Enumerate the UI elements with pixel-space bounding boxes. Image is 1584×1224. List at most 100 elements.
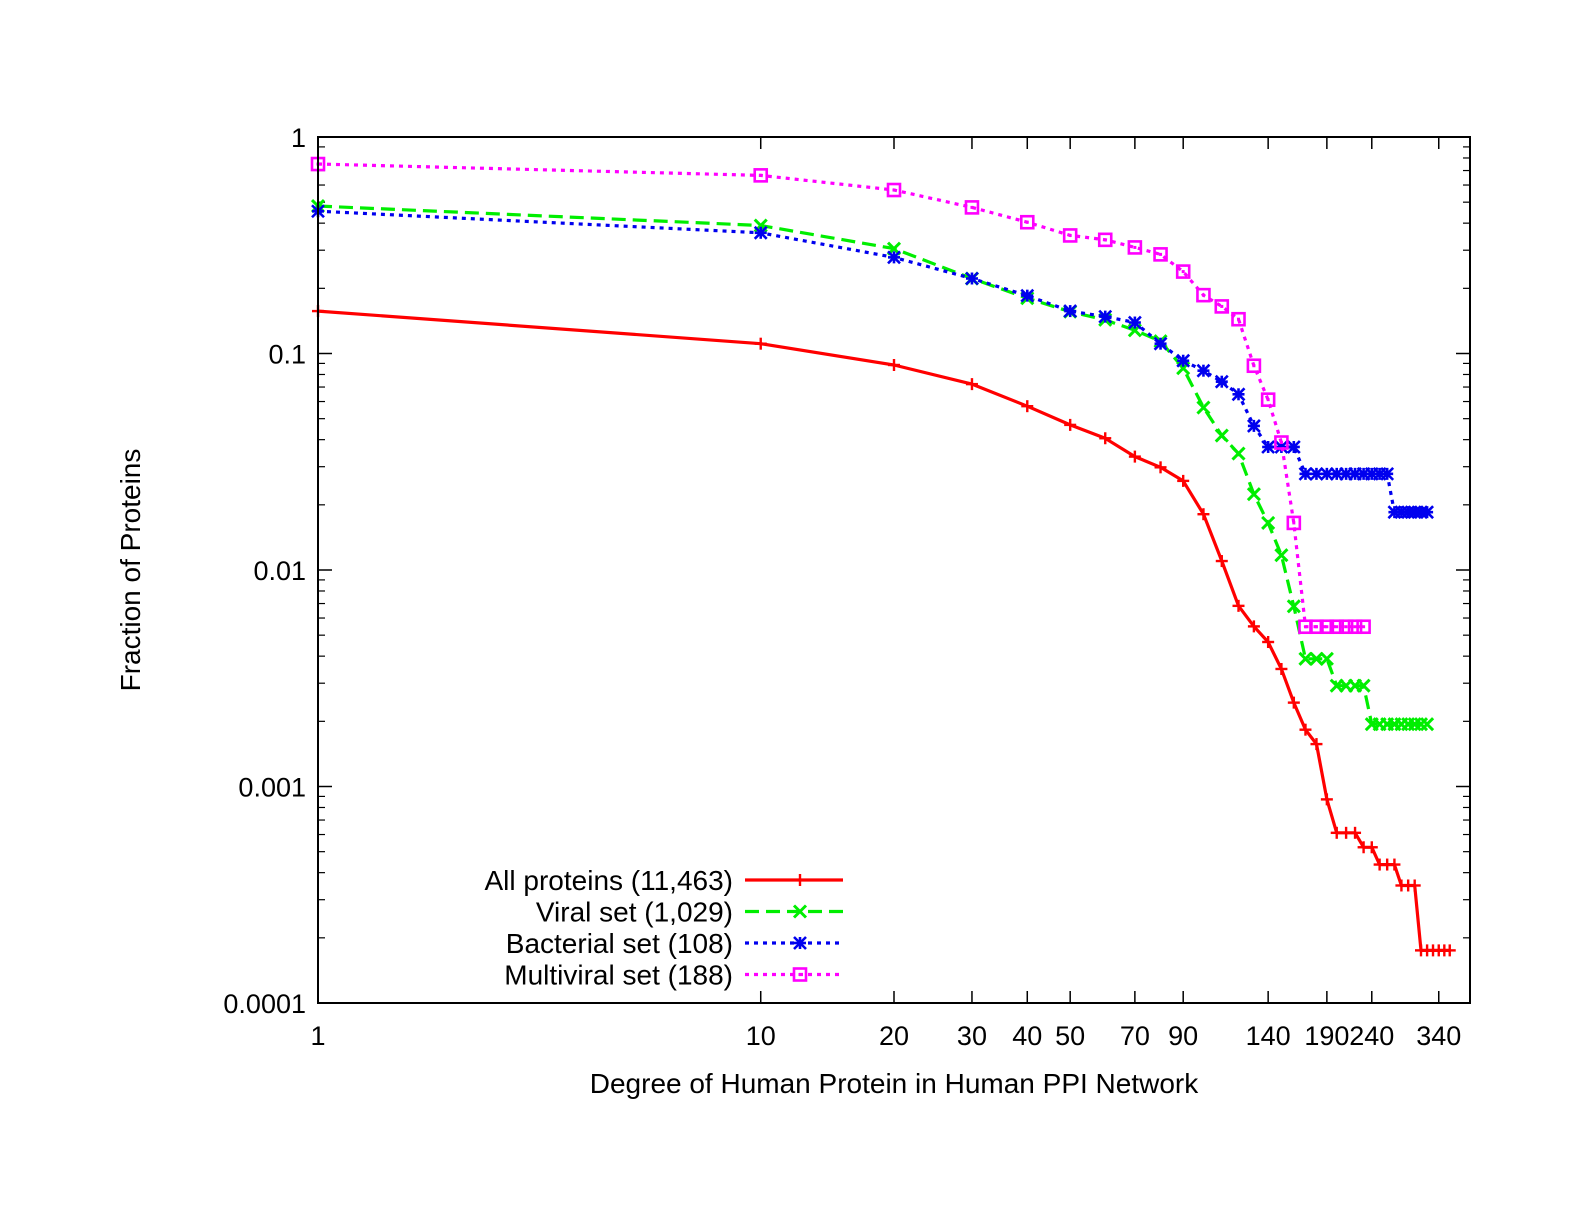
- data-point: [1246, 418, 1261, 433]
- x-tick-label: 1: [310, 1021, 325, 1051]
- x-axis-label: Degree of Human Protein in Human PPI Net…: [590, 1068, 1199, 1099]
- data-point: [1380, 466, 1395, 481]
- x-tick-label: 140: [1246, 1021, 1291, 1051]
- series-4: [310, 156, 1371, 635]
- data-point: [1214, 299, 1230, 314]
- legend-marker: [792, 904, 808, 919]
- legend-label: Viral set (1,029): [536, 897, 733, 928]
- x-tick-label: 70: [1120, 1021, 1150, 1051]
- data-point: [1176, 353, 1191, 368]
- legend-label: Bacterial set (108): [506, 928, 733, 959]
- data-point: [1062, 228, 1078, 243]
- data-point: [1443, 944, 1456, 957]
- data-point: [753, 225, 768, 240]
- data-point: [1299, 723, 1312, 736]
- data-point: [1261, 440, 1276, 454]
- data-point: [1246, 487, 1261, 502]
- data-point: [1319, 619, 1335, 635]
- data-point: [1408, 879, 1421, 892]
- data-point: [1286, 440, 1301, 454]
- x-tick-label: 240: [1349, 1021, 1394, 1051]
- legend: All proteins (11,463)Viral set (1,029)Ba…: [485, 865, 843, 991]
- data-point: [1196, 400, 1211, 415]
- series-lines: [310, 156, 1456, 957]
- x-tick-label: 40: [1012, 1021, 1042, 1051]
- series-line: [317, 209, 1428, 514]
- data-point: [1388, 858, 1401, 871]
- legend-marker: [793, 936, 807, 950]
- data-point: [1196, 363, 1211, 378]
- data-point: [1309, 619, 1324, 635]
- series-line: [317, 162, 1364, 629]
- data-point: [965, 378, 978, 391]
- data-point: [1338, 619, 1354, 635]
- series-3: [311, 204, 1435, 520]
- data-point: [886, 182, 902, 198]
- data-point: [1214, 374, 1229, 389]
- data-point: [1274, 435, 1289, 450]
- data-point: [1310, 738, 1323, 751]
- data-point: [1309, 651, 1324, 666]
- data-point: [1349, 826, 1362, 839]
- data-point: [887, 250, 901, 265]
- x-tick-label: 20: [879, 1021, 909, 1051]
- legend-label: Multiviral set (188): [504, 960, 733, 991]
- data-point: [1215, 555, 1228, 568]
- data-point: [1214, 428, 1229, 443]
- data-point: [1275, 662, 1288, 675]
- data-point: [965, 271, 979, 286]
- x-tick-label: 190: [1304, 1021, 1349, 1051]
- legend-marker: [792, 967, 808, 982]
- data-point: [1298, 651, 1313, 666]
- data-point: [1274, 548, 1289, 563]
- y-tick-label: 1: [291, 123, 306, 153]
- data-point: [1021, 400, 1034, 413]
- x-tick-label: 30: [957, 1021, 987, 1051]
- data-point: [1154, 461, 1167, 474]
- tick-labels: 1 10 20 30 40 50 70 90 140 190 240 340 0.0001 0.001 0.…: [223, 123, 1461, 1051]
- data-point: [1128, 450, 1141, 463]
- data-point: [1127, 240, 1143, 255]
- data-point: [1287, 696, 1300, 709]
- data-point: [1153, 247, 1168, 262]
- data-point: [1420, 505, 1435, 520]
- legend-label: All proteins (11,463): [485, 865, 734, 896]
- y-tick-label: 0.01: [253, 556, 306, 586]
- data-point: [1231, 311, 1246, 327]
- data-point: [1320, 793, 1333, 806]
- y-tick-label: 0.001: [238, 773, 306, 803]
- data-point: [1286, 515, 1302, 531]
- series-line: [317, 309, 1450, 952]
- data-point: [1365, 841, 1378, 854]
- series-2: [310, 198, 1435, 732]
- y-tick-label: 0.0001: [223, 989, 306, 1019]
- data-point: [1196, 287, 1211, 303]
- data-point: [1319, 651, 1334, 666]
- data-point: [1097, 232, 1113, 248]
- x-tick-label: 340: [1416, 1021, 1461, 1051]
- data-point: [1329, 619, 1345, 635]
- data-point: [1232, 599, 1245, 612]
- data-point: [1420, 717, 1435, 732]
- data-point: [1298, 466, 1313, 481]
- data-point: [1347, 619, 1363, 635]
- data-point: [888, 358, 900, 371]
- data-point: [1231, 446, 1246, 461]
- series-1: [312, 305, 1456, 957]
- data-point: [1099, 432, 1112, 445]
- data-point: [1309, 466, 1324, 481]
- data-point: [1262, 635, 1275, 648]
- data-point: [1064, 418, 1077, 431]
- data-point: [1261, 515, 1276, 530]
- data-point: [1356, 678, 1371, 693]
- y-axis-label: Fraction of Proteins: [115, 449, 146, 692]
- legend-marker: [794, 874, 806, 886]
- data-point: [1127, 315, 1142, 330]
- x-tick-label: 90: [1168, 1021, 1198, 1051]
- data-point: [1020, 288, 1035, 303]
- data-point: [1231, 387, 1246, 402]
- data-point: [1177, 474, 1190, 487]
- series-line: [317, 204, 1428, 726]
- data-point: [754, 337, 767, 350]
